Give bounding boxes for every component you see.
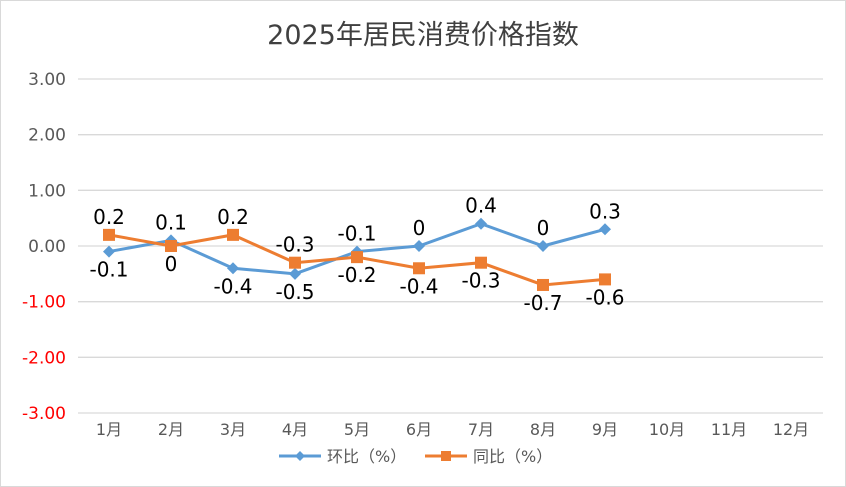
x-tick-label: 11月 bbox=[711, 420, 747, 439]
data-point bbox=[289, 256, 301, 269]
x-tick-label: 5月 bbox=[344, 420, 370, 439]
data-label: -0.2 bbox=[337, 263, 376, 287]
data-label: -0.5 bbox=[275, 280, 314, 304]
data-label: -0.1 bbox=[337, 222, 376, 246]
data-label: 0.3 bbox=[589, 199, 621, 223]
x-tick-label: 9月 bbox=[592, 420, 618, 439]
data-label: -0.7 bbox=[523, 291, 562, 315]
data-point bbox=[475, 256, 487, 269]
legend-label: 同比（%） bbox=[473, 447, 552, 466]
data-point bbox=[413, 262, 425, 275]
legend-marker bbox=[441, 451, 451, 461]
data-label: -0.3 bbox=[275, 233, 314, 257]
data-label: 0 bbox=[165, 252, 178, 276]
y-tick-label: -3.00 bbox=[22, 404, 66, 424]
data-label: 0.4 bbox=[465, 194, 497, 218]
data-point bbox=[103, 245, 115, 258]
data-point bbox=[103, 228, 115, 241]
data-label: 0 bbox=[537, 216, 550, 240]
data-label: 0 bbox=[413, 216, 426, 240]
y-tick-label: -1.00 bbox=[22, 293, 66, 313]
data-point bbox=[227, 228, 239, 241]
data-label: -0.4 bbox=[399, 274, 438, 298]
data-point bbox=[413, 240, 425, 252]
y-tick-label: 3.00 bbox=[28, 70, 66, 90]
data-point bbox=[165, 240, 177, 252]
data-point bbox=[289, 267, 301, 280]
data-point bbox=[599, 223, 611, 236]
x-tick-label: 4月 bbox=[282, 420, 308, 439]
x-tick-label: 8月 bbox=[530, 420, 556, 439]
chart-title: 2025年居民消费价格指数 bbox=[267, 20, 579, 51]
y-tick-label: 1.00 bbox=[28, 181, 66, 201]
legend-marker bbox=[295, 451, 305, 461]
x-tick-label: 2月 bbox=[158, 420, 184, 439]
data-label: 0.1 bbox=[155, 210, 187, 234]
x-tick-label: 6月 bbox=[406, 420, 432, 439]
data-point bbox=[537, 278, 549, 291]
y-tick-label: -2.00 bbox=[22, 348, 66, 368]
legend-label: 环比（%） bbox=[327, 447, 406, 466]
x-tick-label: 10月 bbox=[649, 420, 685, 439]
x-tick-label: 7月 bbox=[468, 420, 494, 439]
y-tick-label: 2.00 bbox=[28, 126, 66, 146]
data-point bbox=[537, 240, 549, 252]
data-point bbox=[351, 251, 363, 264]
data-label: -0.6 bbox=[585, 285, 624, 309]
data-point bbox=[599, 273, 611, 286]
data-point bbox=[475, 217, 487, 230]
x-tick-label: 1月 bbox=[96, 420, 122, 439]
data-label: 0.2 bbox=[93, 205, 125, 229]
data-label: -0.3 bbox=[461, 269, 500, 293]
data-label: 0.2 bbox=[217, 205, 249, 229]
data-label: -0.4 bbox=[213, 274, 252, 298]
data-point bbox=[227, 262, 239, 275]
x-tick-label: 12月 bbox=[773, 420, 809, 439]
x-tick-label: 3月 bbox=[220, 420, 246, 439]
y-tick-label: 0.00 bbox=[28, 237, 66, 257]
data-label: -0.1 bbox=[89, 258, 128, 282]
